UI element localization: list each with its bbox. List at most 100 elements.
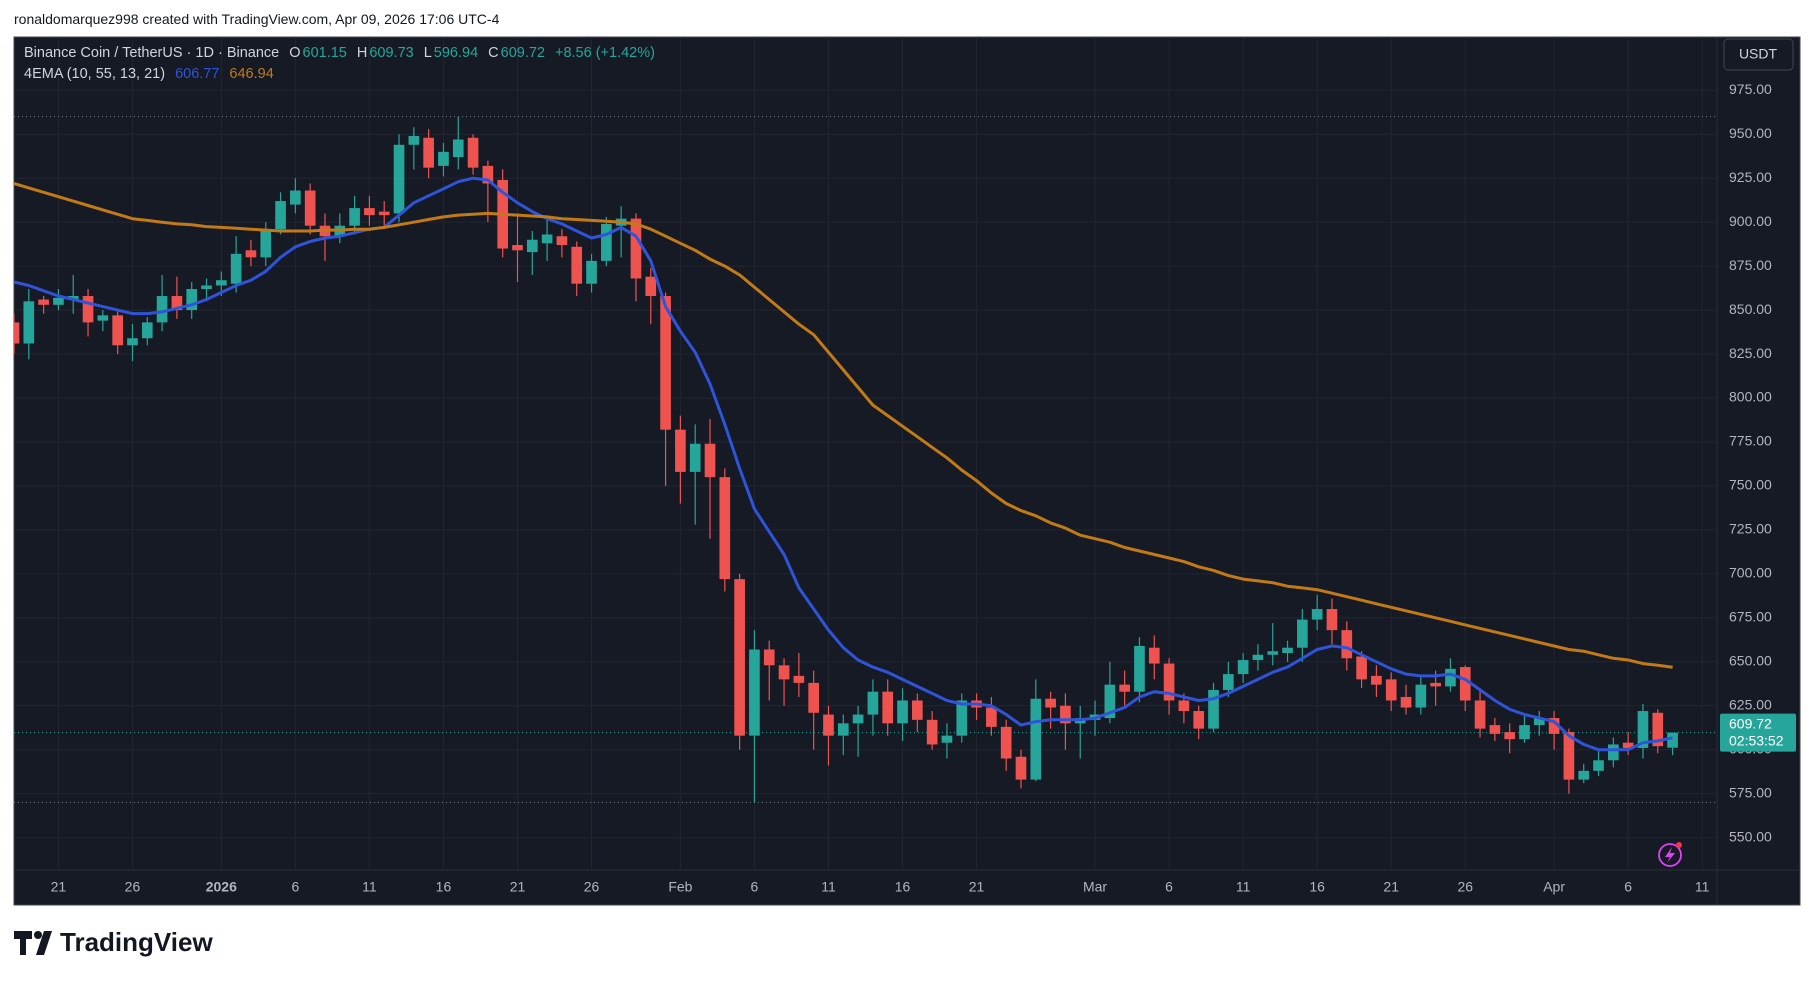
candle-body xyxy=(1060,705,1071,724)
currency-label: USDT xyxy=(1739,46,1778,62)
candle-body xyxy=(438,151,449,166)
candle-body xyxy=(1222,674,1234,690)
candle-body xyxy=(601,223,612,261)
y-tick-label: 550.00 xyxy=(1729,828,1772,844)
candle-body xyxy=(704,443,716,478)
candle-body xyxy=(1134,645,1145,692)
credit-text: ronaldomarquez998 created with TradingVi… xyxy=(14,11,500,27)
candle-body xyxy=(141,322,153,339)
candle-body xyxy=(911,700,923,720)
lightning-icon[interactable] xyxy=(1658,842,1682,867)
chart-panel xyxy=(13,36,1801,906)
candle-body xyxy=(1400,696,1412,708)
candle-body xyxy=(1297,619,1308,648)
y-tick-label: 900.00 xyxy=(1729,213,1772,229)
candle-body xyxy=(156,296,168,323)
candle-body xyxy=(1045,698,1056,708)
candle-body xyxy=(186,288,198,311)
candle-body xyxy=(763,649,775,666)
candle-body xyxy=(67,296,79,300)
x-tick-label: 26 xyxy=(584,879,600,895)
candle-body xyxy=(897,700,908,724)
candle-body xyxy=(112,315,123,346)
candle-body xyxy=(452,139,464,158)
candle-body xyxy=(245,250,257,258)
candle-body xyxy=(230,253,242,284)
candle-body xyxy=(986,707,997,727)
indicator-value: 646.94 xyxy=(229,66,274,82)
candle-body xyxy=(823,714,834,736)
candle-body xyxy=(956,700,968,736)
candle-body xyxy=(1622,742,1634,748)
y-tick-label: 650.00 xyxy=(1729,652,1772,668)
candle-body xyxy=(1415,684,1427,708)
indicator-value: 606.77 xyxy=(175,66,220,82)
candle-body xyxy=(171,296,183,311)
y-tick-label: 975.00 xyxy=(1729,81,1772,97)
candle-body xyxy=(1148,647,1160,664)
candle-body xyxy=(808,682,820,713)
candle-body xyxy=(215,280,227,286)
candle-body xyxy=(778,665,790,680)
candle-body xyxy=(571,246,583,284)
x-tick-label: 6 xyxy=(1624,879,1632,895)
last-price-box xyxy=(1720,713,1796,752)
candle-body xyxy=(1430,682,1441,687)
tradingview-logo: TradingView xyxy=(14,927,213,957)
candle-body xyxy=(482,165,494,184)
candle-body xyxy=(393,144,405,214)
x-tick-label: 16 xyxy=(1309,879,1325,895)
candle-body xyxy=(586,260,597,284)
candle-body xyxy=(556,236,568,246)
candle-body xyxy=(127,338,138,346)
candle-body xyxy=(1015,756,1027,780)
candle-body xyxy=(1237,660,1249,675)
currency-button[interactable] xyxy=(1723,38,1794,71)
ohlc-label: H xyxy=(356,45,368,61)
icon-dot xyxy=(1676,842,1682,848)
icon-circle xyxy=(1658,843,1682,867)
candle-body xyxy=(290,190,301,205)
candle-body xyxy=(645,276,657,297)
candle-body xyxy=(1608,744,1619,761)
candle-body xyxy=(1548,718,1560,734)
candle-body xyxy=(1385,679,1397,701)
candle-body xyxy=(941,735,953,743)
logo-mark xyxy=(14,931,32,955)
y-tick-label: 850.00 xyxy=(1729,301,1772,317)
y-tick-label: 575.00 xyxy=(1729,784,1772,800)
x-tick-label: 6 xyxy=(751,879,759,895)
plot-area xyxy=(14,116,1717,803)
candle-body xyxy=(1474,700,1486,729)
logo-mark-slash xyxy=(36,931,52,955)
candle-body xyxy=(1282,647,1293,654)
axes: 550.00575.00600.00625.00650.00675.00700.… xyxy=(51,81,1796,895)
countdown-label: 02:53:52 xyxy=(1729,732,1784,748)
ema-line xyxy=(14,182,1673,669)
candle-body xyxy=(926,719,938,745)
candle-body xyxy=(1578,770,1590,780)
candle-body xyxy=(1652,712,1664,747)
candle-body xyxy=(1163,663,1175,701)
y-tick-label: 625.00 xyxy=(1729,696,1772,712)
candle-body xyxy=(1030,698,1042,780)
candle-body xyxy=(852,714,864,724)
y-tick-label: 675.00 xyxy=(1729,609,1772,625)
candle-body xyxy=(541,234,553,244)
x-tick-label: 11 xyxy=(1236,879,1251,895)
icon-bolt xyxy=(1665,847,1675,863)
candle-body xyxy=(1119,684,1130,692)
candle-body xyxy=(408,136,420,145)
x-tick-label: 21 xyxy=(51,879,67,895)
y-tick-label: 700.00 xyxy=(1729,565,1772,581)
logo-text: TradingView xyxy=(60,927,213,957)
ohlc-value: 609.73 xyxy=(369,45,414,61)
x-tick-label: 11 xyxy=(821,879,836,895)
candle-body xyxy=(1356,656,1367,680)
ohlc-value: 596.94 xyxy=(433,45,479,61)
x-tick-label: 21 xyxy=(510,879,526,895)
candle-body xyxy=(1593,760,1604,771)
indicator-label: 4EMA (10, 55, 13, 21) xyxy=(24,66,166,82)
candle-body xyxy=(82,296,94,323)
